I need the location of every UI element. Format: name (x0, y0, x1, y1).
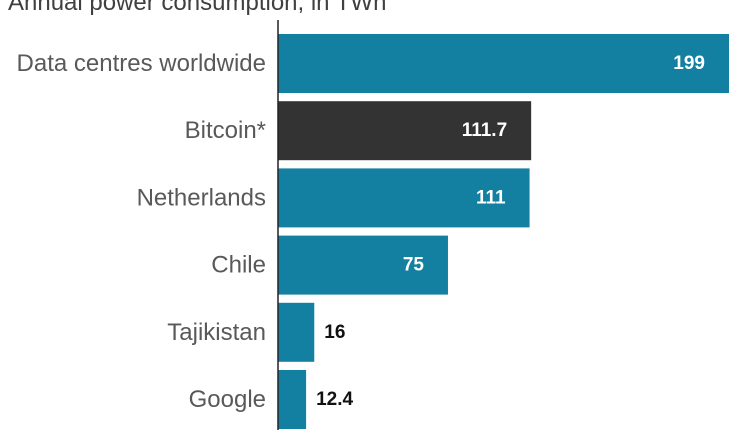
bars-layer: Data centres worldwide 199 Bitcoin* 111.7 Ne… (17, 34, 729, 429)
category-label-bitcoin: Bitcoin* (185, 117, 266, 144)
chart-subtitle: Annual power consumption, in TWh (8, 0, 386, 16)
bar-google (278, 370, 307, 429)
value-label-google: 12.4 (316, 389, 353, 410)
category-label-data-centres-worldwide: Data centres worldwide (17, 50, 266, 77)
value-label-bitcoin: 111.7 (462, 120, 507, 141)
bar-netherlands (278, 168, 530, 228)
category-label-chile: Chile (211, 252, 266, 279)
bar-chile (278, 235, 448, 295)
bar-tajikistan (278, 302, 315, 362)
category-label-google: Google (189, 386, 266, 413)
category-label-tajikistan: Tajikistan (167, 319, 266, 346)
value-label-tajikistan: 16 (324, 322, 345, 343)
category-label-netherlands: Netherlands (137, 184, 266, 211)
value-label-data-centres-worldwide: 199 (673, 53, 705, 74)
value-label-chile: 75 (403, 255, 425, 276)
value-label-netherlands: 111 (476, 187, 506, 208)
bar-data-centres-worldwide (278, 34, 729, 93)
bar-bitcoin (278, 101, 532, 161)
